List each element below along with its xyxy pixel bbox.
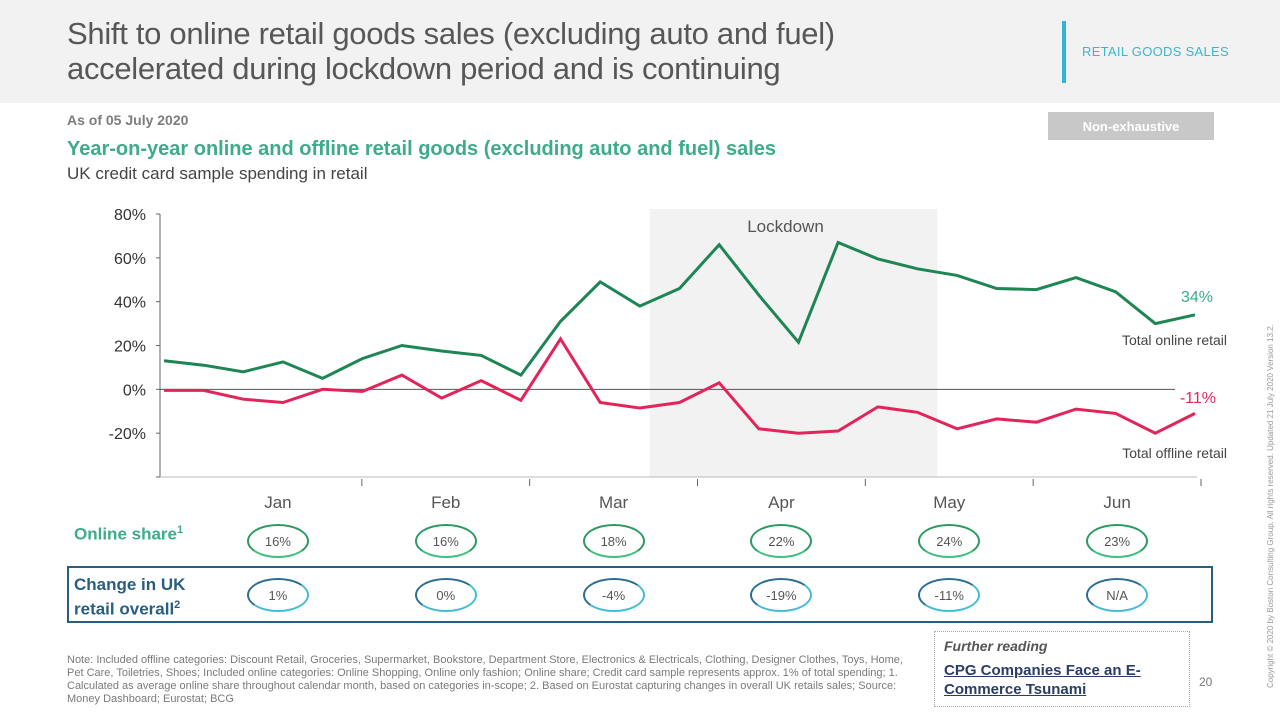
- online-share-value: 18%: [582, 524, 645, 558]
- y-axis: 80% 60% 40% 20% 0% -20%: [109, 207, 161, 478]
- further-reading-box: Further reading CPG Companies Face an E-…: [934, 631, 1190, 707]
- y-tick-label: 40%: [114, 295, 146, 312]
- further-reading-label: Further reading: [944, 638, 1048, 654]
- change-uk-retail-value: 1%: [246, 578, 309, 612]
- change-uk-retail-box: [67, 566, 1213, 623]
- header-bar: Shift to online retail goods sales (excl…: [0, 0, 1280, 103]
- change-uk-retail-value: -19%: [750, 578, 813, 612]
- y-tick-label: 60%: [114, 251, 146, 268]
- change-uk-retail-value: 0%: [414, 578, 477, 612]
- online-share-value: 16%: [246, 524, 309, 558]
- x-tick-label-mar: Mar: [599, 493, 629, 512]
- online-share-value: 22%: [750, 524, 813, 558]
- x-tick-label-may: May: [933, 493, 966, 512]
- page-number: 20: [1199, 675, 1213, 689]
- change-uk-retail-value: -4%: [582, 578, 645, 612]
- y-tick-label: 0%: [123, 382, 146, 399]
- chart-subtitle: UK credit card sample spending in retail: [67, 164, 368, 183]
- offline-end-label: -11%: [1180, 390, 1216, 407]
- online-share-value: 23%: [1086, 524, 1149, 558]
- online-end-label: 34%: [1181, 289, 1213, 306]
- further-reading-link[interactable]: CPG Companies Face an E-Commerce Tsunami: [944, 662, 1141, 698]
- as-of-date: As of 05 July 2020: [67, 112, 189, 128]
- non-exhaustive-badge: Non-exhaustive: [1048, 112, 1214, 140]
- y-tick-label: 20%: [114, 339, 146, 356]
- x-tick-label-jan: Jan: [264, 493, 291, 512]
- change-uk-retail-value: N/A: [1086, 578, 1149, 612]
- chart-title: Year-on-year online and offline retail g…: [67, 138, 777, 160]
- change-uk-retail-value: -11%: [918, 578, 981, 612]
- online-share-value: 24%: [918, 524, 981, 558]
- section-tag-divider: [1062, 21, 1066, 83]
- line-chart: Lockdown 80% 60% 40% 20% 0% -20% Jan Feb Mar Apr…: [109, 207, 1227, 512]
- change-uk-retail-label: Change in UK retail overall2: [74, 575, 186, 619]
- online-series-label: Total online retail: [1122, 332, 1227, 348]
- online-share-value: 16%: [414, 524, 477, 558]
- page-title: Shift to online retail goods sales (excl…: [67, 16, 835, 86]
- x-tick-label-feb: Feb: [431, 493, 460, 512]
- x-tick-label-jun: Jun: [1103, 493, 1130, 512]
- series-layer: [163, 240, 1196, 435]
- lockdown-band: [649, 209, 938, 477]
- online-share-label: Online share1: [74, 524, 184, 544]
- y-tick-label: 80%: [114, 207, 146, 224]
- copyright-notice: Copyright © 2020 by Boston Consulting Gr…: [1266, 324, 1275, 688]
- offline-series-label: Total offline retail: [1122, 445, 1227, 461]
- x-tick-label-apr: Apr: [768, 493, 795, 512]
- footnote: Note: Included offline categories: Disco…: [67, 654, 903, 705]
- y-tick-label: -20%: [109, 426, 146, 443]
- section-tag: RETAIL GOODS SALES: [1082, 44, 1229, 59]
- lockdown-label: Lockdown: [747, 217, 824, 236]
- x-axis: Jan Feb Mar Apr May Jun: [160, 476, 1202, 512]
